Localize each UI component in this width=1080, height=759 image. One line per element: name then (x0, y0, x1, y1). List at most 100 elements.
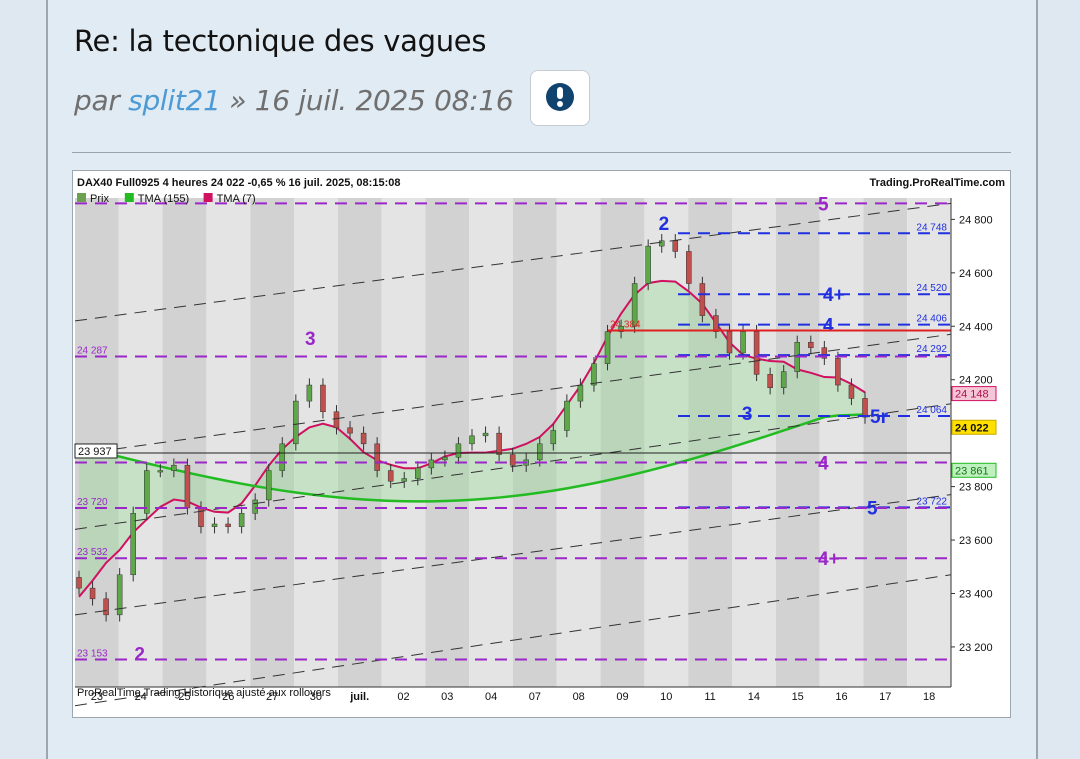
wave-label: 5r (870, 407, 889, 428)
day-stripe (907, 198, 951, 687)
wave-label: 3 (305, 329, 316, 350)
level-label: 23 153 (77, 648, 108, 659)
level-label: 23 722 (916, 496, 947, 507)
candle-body (415, 467, 421, 479)
post-date: 16 juil. 2025 08:16 (254, 84, 514, 117)
y-tick-label: 23 400 (959, 588, 993, 600)
candle-body (442, 456, 448, 461)
candle-body (116, 574, 123, 616)
candle-body (225, 523, 231, 527)
day-stripe (294, 198, 338, 687)
level-label: 24 748 (916, 222, 947, 233)
day-stripe (513, 198, 557, 687)
candle-body (279, 443, 286, 471)
x-tick-label: 09 (616, 691, 628, 703)
candle-body (645, 245, 651, 284)
tma155-line (78, 413, 866, 503)
candle-body (401, 478, 407, 482)
candle-body (144, 470, 150, 514)
candle-body (482, 432, 489, 437)
candle-body (428, 459, 435, 469)
author-link[interactable]: split21 (128, 84, 221, 117)
candle-body (509, 454, 516, 466)
candle-body (320, 384, 326, 413)
candle-body (604, 331, 611, 364)
x-tick-label: 08 (573, 691, 585, 703)
crosshair-tag-box (74, 443, 118, 459)
x-tick-label: 15 (792, 691, 804, 703)
candle-body (767, 374, 773, 388)
meta-separator: » (229, 84, 247, 117)
candle-body (252, 499, 258, 514)
candle-body (835, 358, 841, 386)
wave-label: 5 (867, 498, 878, 519)
x-tick-label: 07 (529, 691, 541, 703)
level-label: 24 064 (916, 405, 947, 416)
day-stripe (863, 198, 908, 687)
channel-line (74, 333, 952, 456)
candle-body (360, 432, 367, 445)
candle-body (469, 435, 475, 445)
tma7-tag: 24 148 (955, 389, 989, 401)
candle-body (713, 315, 719, 332)
by-label: par (74, 84, 120, 117)
x-tick-label: 25 (178, 691, 190, 703)
level-label: 24 384 (610, 320, 641, 331)
y-tick-label: 24 400 (959, 321, 993, 333)
chart-image: 5 24 748 24 520 4+ 24 406 4 24 384 24 292 24 287… (72, 170, 1011, 718)
wave-label: 4+ (818, 549, 840, 570)
wave-label: 4 (823, 316, 834, 337)
wave-label: 2 (134, 644, 145, 665)
day-stripe (162, 198, 207, 687)
candle-body (347, 427, 353, 434)
chart-title: DAX40 Full0925 4 heures 24 022 -0,65 % 1… (77, 177, 400, 189)
wave-label: 5 (818, 194, 829, 215)
legend-entry: TMA (155) (138, 193, 189, 205)
candle-body (658, 240, 665, 247)
candle-body (699, 283, 706, 316)
candle-body (293, 400, 299, 445)
forum-post: Re: la tectonique des vagues par split21… (46, 0, 1038, 759)
trend-fill (79, 280, 865, 597)
candle-body (157, 470, 164, 473)
candle-body (306, 384, 313, 402)
day-stripe (75, 198, 119, 687)
day-stripe (425, 198, 470, 687)
candle-body (753, 331, 760, 375)
candle-body (672, 240, 679, 252)
report-button[interactable] (530, 70, 590, 126)
y-tick-label: 23 600 (959, 535, 993, 547)
x-tick-label: 24 (135, 691, 147, 703)
candle-body (171, 464, 177, 471)
candle-body (631, 283, 638, 327)
post-meta: par split21 » 16 juil. 2025 08:16 (74, 84, 514, 117)
channel-line (74, 494, 952, 616)
candle-body (333, 411, 340, 429)
y-tick-label: 24 200 (959, 375, 993, 387)
channel-line (74, 202, 952, 322)
candle-body (496, 432, 502, 455)
candle-body (780, 371, 787, 388)
crosshair-tag: 23 937 (78, 446, 112, 458)
candle-body (550, 430, 557, 445)
day-stripe (206, 198, 251, 687)
x-tick-label: juil. (349, 691, 369, 703)
channel-line (74, 574, 952, 707)
last-price-tag-box (951, 419, 997, 435)
x-tick-label: 04 (485, 691, 497, 703)
candle-body (740, 331, 746, 354)
candle-body (848, 384, 855, 399)
candle-body (726, 331, 733, 354)
candle-body (89, 587, 96, 600)
candle-body (103, 598, 109, 616)
candle-body (387, 470, 394, 482)
day-stripe (644, 198, 689, 687)
wave-label: 4 (818, 454, 829, 475)
candle-body (374, 443, 380, 471)
candle-body (537, 443, 543, 461)
tma7-tag-box (951, 386, 997, 402)
day-stripe (600, 198, 645, 687)
legend-entry: TMA (7) (217, 193, 256, 205)
level-label: 23 720 (77, 497, 108, 508)
post-title: Re: la tectonique des vagues (74, 24, 487, 58)
